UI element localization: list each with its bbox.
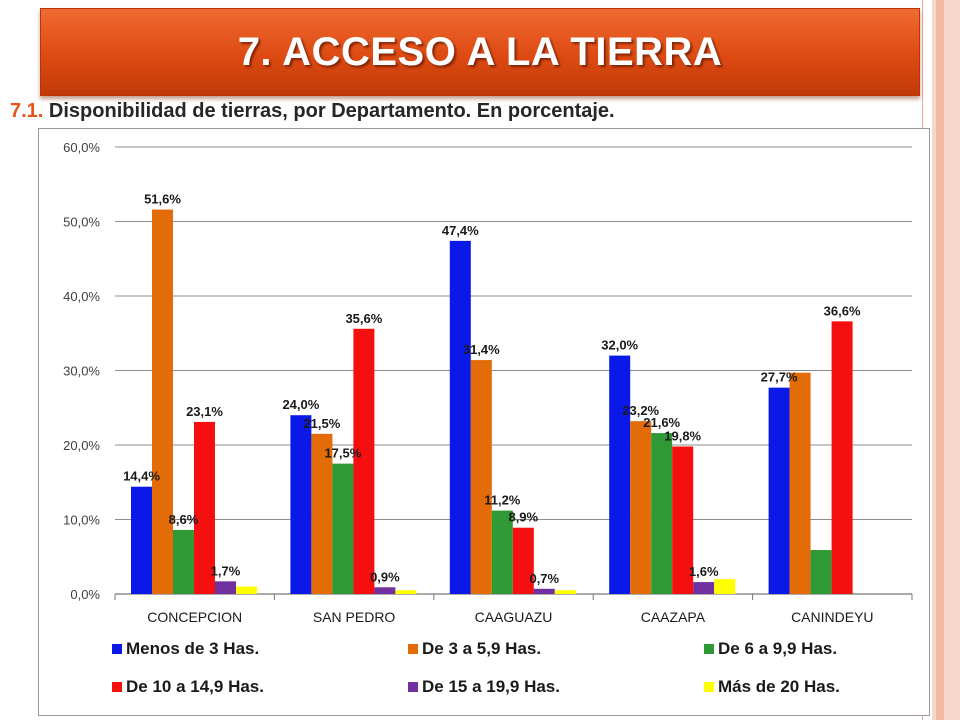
bar bbox=[215, 581, 236, 594]
bar bbox=[693, 582, 715, 594]
bar bbox=[470, 360, 492, 594]
slide-right-decoration-inner bbox=[936, 0, 944, 720]
bar bbox=[131, 486, 152, 594]
y-tick-label: 50,0% bbox=[63, 215, 100, 230]
x-tick-label: CONCEPCION bbox=[147, 609, 242, 625]
y-tick-label: 40,0% bbox=[63, 289, 100, 304]
bar bbox=[831, 321, 853, 594]
legend-label: Menos de 3 Has. bbox=[126, 639, 259, 658]
legend-swatch bbox=[704, 682, 714, 692]
bar bbox=[789, 372, 811, 594]
data-label: 21,6% bbox=[643, 415, 680, 430]
x-tick-label: CAAGUAZU bbox=[475, 609, 553, 625]
data-label: 14,4% bbox=[123, 469, 160, 484]
data-label: 27,7% bbox=[761, 370, 798, 385]
bar bbox=[512, 527, 534, 594]
bar bbox=[194, 421, 215, 594]
bar bbox=[768, 387, 790, 594]
bar bbox=[173, 529, 194, 594]
bar bbox=[311, 433, 333, 594]
data-label: 31,4% bbox=[463, 342, 500, 357]
legend-swatch bbox=[112, 682, 122, 692]
data-label: 23,1% bbox=[186, 404, 223, 419]
bar bbox=[449, 240, 471, 594]
data-label: 1,6% bbox=[689, 564, 719, 579]
bar bbox=[395, 590, 417, 594]
x-tick-label: CANINDEYU bbox=[791, 609, 873, 625]
y-tick-label: 30,0% bbox=[63, 364, 100, 379]
chart-subtitle: 7.1. Disponibilidad de tierras, por Depa… bbox=[10, 100, 615, 123]
bar bbox=[672, 446, 694, 594]
data-label: 0,7% bbox=[529, 571, 559, 586]
bar bbox=[554, 590, 576, 594]
subtitle-number: 7.1. bbox=[10, 100, 44, 122]
bar bbox=[609, 355, 631, 594]
bar bbox=[491, 510, 513, 594]
data-label: 8,9% bbox=[508, 510, 538, 525]
data-label: 32,0% bbox=[601, 338, 638, 353]
y-tick-label: 60,0% bbox=[63, 140, 100, 155]
slide-title: 7. ACCESO A LA TIERRA bbox=[237, 29, 723, 74]
data-label: 0,9% bbox=[370, 569, 400, 584]
title-banner: 7. ACCESO A LA TIERRA bbox=[40, 8, 920, 96]
data-label: 24,0% bbox=[282, 397, 319, 412]
bar bbox=[236, 586, 257, 594]
data-label: 47,4% bbox=[442, 223, 479, 238]
data-label: 11,2% bbox=[484, 493, 521, 508]
subtitle-text: Disponibilidad de tierras, por Departame… bbox=[48, 100, 615, 122]
data-label: 36,6% bbox=[824, 303, 861, 318]
bar bbox=[374, 587, 396, 594]
bar bbox=[332, 463, 354, 594]
y-tick-label: 20,0% bbox=[63, 438, 100, 453]
legend-swatch bbox=[408, 644, 418, 654]
legend-label: De 15 a 19,9 Has. bbox=[422, 677, 560, 696]
legend-label: Más de 20 Has. bbox=[718, 677, 840, 696]
data-label: 1,7% bbox=[211, 563, 241, 578]
bar bbox=[353, 328, 375, 594]
legend-label: De 3 a 5,9 Has. bbox=[422, 639, 541, 658]
bar bbox=[810, 550, 832, 594]
data-label: 8,6% bbox=[169, 512, 199, 527]
data-label: 17,5% bbox=[324, 446, 361, 461]
bar bbox=[533, 588, 555, 594]
x-tick-label: CAAZAPA bbox=[641, 609, 706, 625]
bar bbox=[651, 433, 673, 594]
bar bbox=[714, 579, 736, 594]
data-label: 35,6% bbox=[345, 311, 382, 326]
y-tick-label: 0,0% bbox=[70, 587, 100, 602]
data-label: 23,2% bbox=[622, 403, 659, 418]
data-label: 19,8% bbox=[664, 428, 701, 443]
legend-swatch bbox=[112, 644, 122, 654]
bar bbox=[630, 421, 652, 594]
data-label: 51,6% bbox=[144, 192, 181, 207]
bar bbox=[290, 415, 312, 594]
legend-swatch bbox=[408, 682, 418, 692]
legend-swatch bbox=[704, 644, 714, 654]
bar bbox=[152, 209, 173, 594]
y-tick-label: 10,0% bbox=[63, 513, 100, 528]
x-tick-label: SAN PEDRO bbox=[313, 609, 396, 625]
data-label: 21,5% bbox=[303, 416, 340, 431]
legend-label: De 10 a 14,9 Has. bbox=[126, 677, 264, 696]
legend-label: De 6 a 9,9 Has. bbox=[718, 639, 837, 658]
